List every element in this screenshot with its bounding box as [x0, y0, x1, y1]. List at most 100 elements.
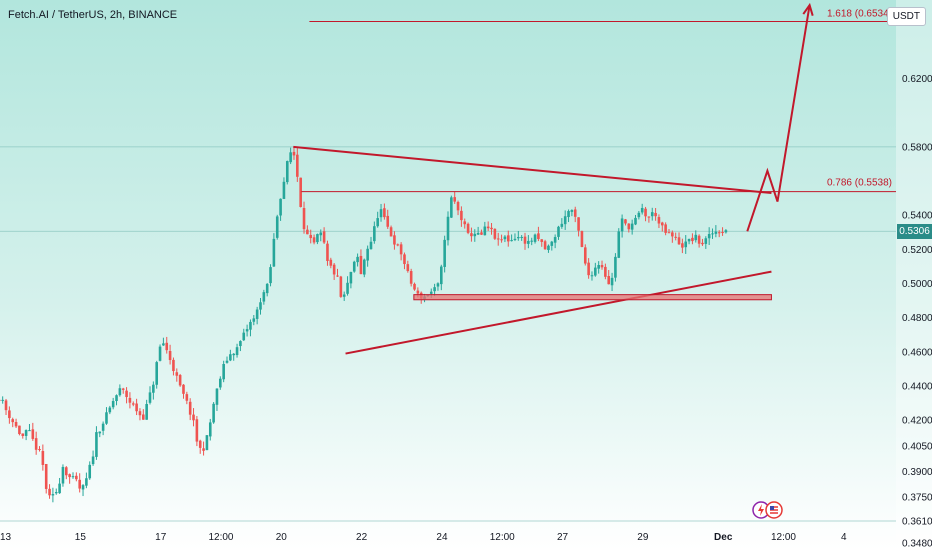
time-tick-label: 13 [0, 532, 12, 543]
candle-body [269, 267, 272, 284]
candle-body [185, 394, 189, 401]
candle-body [285, 161, 289, 183]
candle-body [630, 223, 634, 230]
candle-body [68, 474, 71, 478]
projection-path [746, 4, 811, 232]
candle-body [212, 403, 215, 423]
price-tick-label: 0.5800 [902, 142, 932, 153]
candle-body [342, 294, 346, 297]
candle-body [634, 217, 637, 225]
candle-body [697, 235, 701, 244]
candle-body [38, 449, 41, 451]
candle-body [376, 218, 379, 227]
candle-body [563, 216, 567, 225]
candle-body [573, 209, 577, 217]
candle-body [687, 238, 691, 242]
candle-body [48, 488, 51, 496]
candle-body [409, 271, 413, 284]
candle-body [386, 215, 390, 227]
candle-body [503, 236, 507, 240]
candle-body [85, 478, 88, 486]
candle-body [121, 388, 125, 390]
candle-body [302, 208, 306, 230]
candle-body [148, 392, 152, 403]
candle-body [21, 433, 25, 436]
candle-body [316, 234, 319, 243]
candle-body [255, 309, 259, 319]
candle-body [600, 265, 604, 268]
candle-body [677, 237, 681, 245]
candle-body [54, 492, 58, 494]
candle-body [0, 399, 1, 401]
candle-body [309, 234, 313, 239]
trendline [345, 270, 772, 355]
candle-body [433, 287, 436, 292]
candle-body [332, 264, 336, 275]
time-axis: 13 15 17 12:00 20 22 24 12:00 27 29 Dec 12:00 4 [0, 532, 847, 543]
candle-body [517, 237, 520, 239]
candle-body [620, 218, 624, 232]
candle-body [671, 232, 674, 237]
candle-body [607, 276, 611, 285]
candle-body [178, 375, 182, 386]
candle-body [714, 231, 718, 234]
candle-body [44, 463, 48, 489]
candle-body [557, 226, 560, 237]
candle-body [547, 245, 550, 250]
candle-body [91, 456, 95, 465]
candle-body [275, 216, 279, 238]
currency-unit-button[interactable]: USDT [886, 7, 926, 26]
candle-body [4, 400, 8, 411]
candle-body [543, 241, 547, 250]
time-tick-label: 17 [155, 532, 167, 543]
candle-body [660, 222, 664, 226]
candle-body [155, 362, 158, 385]
candle-body [352, 261, 356, 272]
candle-body [416, 290, 420, 294]
candle-body [188, 401, 192, 415]
candle-body [299, 177, 302, 207]
price-tick-label: 0.5200 [902, 245, 932, 256]
candle-body [306, 229, 309, 235]
candle-body [627, 223, 631, 230]
candle-body [75, 475, 78, 480]
candle-body [359, 255, 363, 275]
candle-body [195, 419, 199, 442]
candle-body [71, 476, 75, 478]
candle-body [242, 332, 246, 341]
candle-body [399, 244, 403, 255]
time-tick-label: 12:00 [490, 532, 515, 543]
candle-body [11, 419, 15, 423]
candle-body [64, 467, 68, 476]
candle-body [98, 431, 102, 434]
candle-body [168, 350, 172, 361]
candle-body [329, 259, 333, 266]
candle-body [674, 236, 677, 238]
candle-body [198, 440, 202, 448]
candle-body [704, 238, 708, 244]
candle-body [436, 283, 440, 287]
candle-body [14, 421, 18, 427]
candle-body [135, 403, 138, 412]
candle-body [31, 429, 35, 439]
candle-body [239, 341, 242, 347]
candle-body [624, 219, 627, 224]
candle-body [28, 430, 31, 432]
time-tick-label: 27 [557, 532, 569, 543]
candle-body [483, 226, 487, 236]
fib-1618-label: 1.618 (0.6534) [827, 9, 892, 20]
candle-body [429, 291, 433, 294]
candle-body [383, 208, 386, 218]
candle-body [229, 354, 232, 361]
candle-body [473, 233, 477, 237]
candle-body [654, 212, 657, 217]
candle-body [681, 243, 684, 248]
candle-body [265, 283, 269, 294]
candle-body [520, 236, 523, 238]
candle-body [245, 329, 249, 332]
candle-body [597, 265, 600, 269]
candle-body [570, 210, 574, 212]
candle-body [322, 231, 326, 243]
price-tick-label: 0.3750 [902, 493, 932, 504]
